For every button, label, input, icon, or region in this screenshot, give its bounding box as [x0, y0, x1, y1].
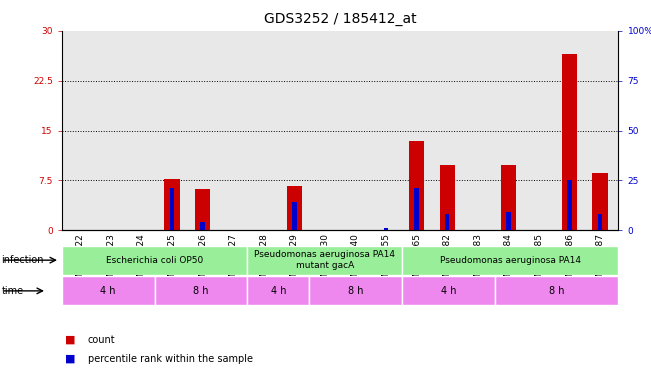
Text: 8 h: 8 h [193, 286, 209, 296]
Bar [592, 173, 608, 230]
Bar [62, 246, 247, 275]
Bar [309, 276, 402, 305]
Bar [286, 187, 302, 230]
Bar [402, 246, 618, 275]
Bar [170, 189, 174, 230]
Bar [292, 202, 297, 230]
Text: 8 h: 8 h [348, 286, 363, 296]
Bar [562, 54, 577, 230]
Text: ■: ■ [65, 354, 76, 364]
Text: infection: infection [1, 255, 44, 265]
Text: count: count [88, 335, 115, 345]
Text: 4 h: 4 h [271, 286, 286, 296]
Text: time: time [1, 286, 23, 296]
Bar [201, 222, 205, 230]
Bar [62, 276, 154, 305]
Bar [402, 276, 495, 305]
Text: 4 h: 4 h [441, 286, 456, 296]
Bar [247, 276, 309, 305]
Text: ■: ■ [65, 335, 76, 345]
Text: percentile rank within the sample: percentile rank within the sample [88, 354, 253, 364]
Bar [495, 276, 618, 305]
Text: GDS3252 / 185412_at: GDS3252 / 185412_at [264, 12, 417, 25]
Bar [567, 180, 572, 230]
Bar [383, 228, 388, 230]
Text: Pseudomonas aeruginosa PA14
mutant gacA: Pseudomonas aeruginosa PA14 mutant gacA [254, 250, 395, 270]
Bar [247, 246, 402, 275]
Text: Pseudomonas aeruginosa PA14: Pseudomonas aeruginosa PA14 [439, 256, 581, 265]
Bar [501, 165, 516, 230]
Bar [598, 214, 602, 230]
Bar [445, 214, 449, 230]
Bar [414, 189, 419, 230]
Text: Escherichia coli OP50: Escherichia coli OP50 [106, 256, 203, 265]
Bar [164, 179, 180, 230]
Bar [195, 189, 210, 230]
Text: 4 h: 4 h [100, 286, 116, 296]
Text: 8 h: 8 h [549, 286, 564, 296]
Bar [439, 165, 455, 230]
Bar [154, 276, 247, 305]
Bar [409, 141, 424, 230]
Bar [506, 212, 510, 230]
